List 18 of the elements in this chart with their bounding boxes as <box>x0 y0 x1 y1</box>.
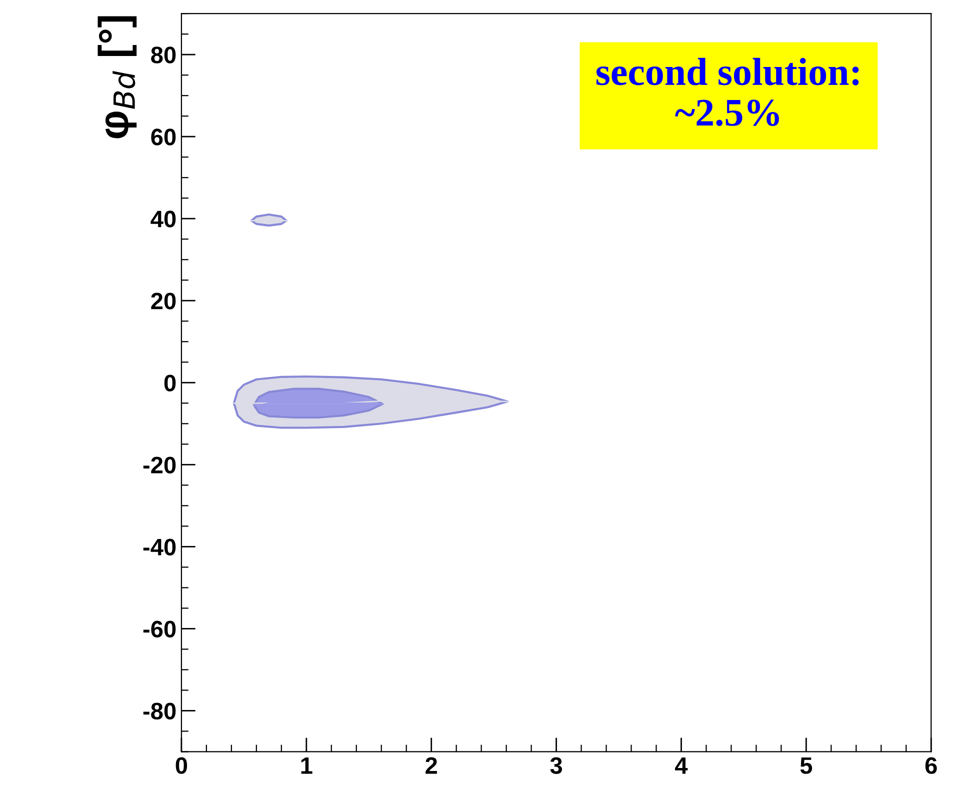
y-tick-label: -40 <box>143 538 176 556</box>
y-tick-label: 60 <box>151 128 176 146</box>
y-tick-label: -20 <box>143 456 176 474</box>
y-tick-label: 40 <box>150 210 176 228</box>
y-tick-label: 0 <box>164 374 176 392</box>
y-tick-label: 20 <box>151 292 176 310</box>
y-tick-label: -60 <box>143 620 176 638</box>
annotation: second solution: ~2.5% <box>596 58 859 126</box>
x-tick-label: 4 <box>675 757 688 774</box>
y-tick-label: -80 <box>143 702 176 720</box>
x-tick-label: 5 <box>800 757 812 774</box>
y-tick-label: 80 <box>151 46 176 64</box>
x-tick-label: 1 <box>301 757 312 774</box>
x-tick-label: 3 <box>550 757 562 774</box>
x-tick-label: 2 <box>426 757 437 774</box>
x-tick-label: 6 <box>925 757 937 774</box>
x-tick-label: 0 <box>176 757 188 774</box>
y-axis-title: φ$_{Bd}$ [°] <box>98 16 137 138</box>
